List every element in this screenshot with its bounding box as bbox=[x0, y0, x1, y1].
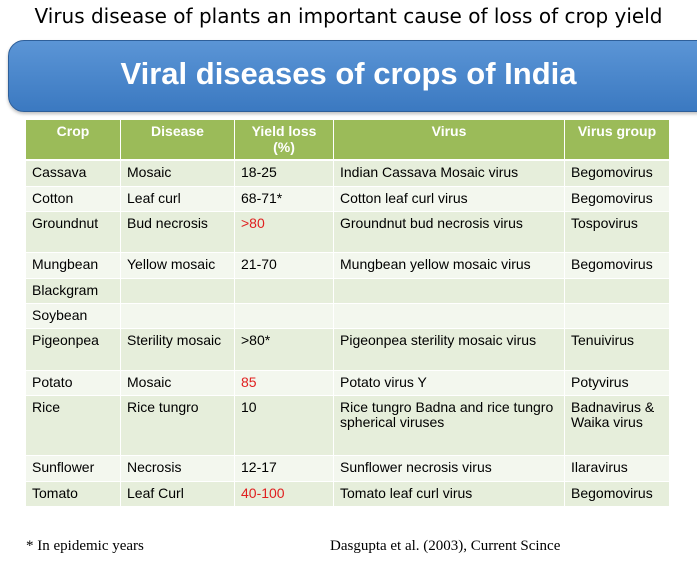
yield-loss-cell bbox=[235, 304, 334, 329]
crop-cell: Soybean bbox=[26, 304, 121, 329]
yield-loss-cell bbox=[235, 279, 334, 304]
yield-loss-cell: 40-100 bbox=[235, 482, 334, 507]
yield-loss-cell: 10 bbox=[235, 396, 334, 456]
crop-cell: Sunflower bbox=[26, 456, 121, 482]
virus-cell: Rice tungro Badna and rice tungro spheri… bbox=[334, 396, 565, 456]
column-header-virus: Virus bbox=[334, 120, 565, 161]
table-row: Groundnut Bud necrosis >80 Groundnut bud ne… bbox=[26, 212, 670, 253]
crop-cell: Pigeonpea bbox=[26, 329, 121, 371]
reference: Dasgupta et al. (2003), Current Scince bbox=[330, 538, 561, 554]
column-header-disease: Disease bbox=[121, 120, 235, 161]
crop-virus-table: Crop Disease Yield loss (%) Virus Virus … bbox=[26, 120, 670, 507]
yield-loss-cell: >80 bbox=[235, 212, 334, 253]
disease-cell: Mosaic bbox=[121, 161, 235, 187]
disease-cell bbox=[121, 279, 235, 304]
yield-loss-cell: 68-71* bbox=[235, 187, 334, 212]
crop-cell: Mungbean bbox=[26, 253, 121, 279]
virus-cell: Indian Cassava Mosaic virus bbox=[334, 161, 565, 187]
virus-group-cell: Ilaravirus bbox=[565, 456, 670, 482]
column-header-crop: Crop bbox=[26, 120, 121, 161]
disease-cell: Mosaic bbox=[121, 371, 235, 396]
crop-cell: Tomato bbox=[26, 482, 121, 507]
virus-group-cell: Begomovirus bbox=[565, 253, 670, 279]
virus-cell: Groundnut bud necrosis virus bbox=[334, 212, 565, 253]
disease-cell: Yellow mosaic bbox=[121, 253, 235, 279]
disease-cell: Sterility mosaic bbox=[121, 329, 235, 371]
virus-cell: Sunflower necrosis virus bbox=[334, 456, 565, 482]
virus-cell bbox=[334, 279, 565, 304]
title-banner bbox=[8, 40, 697, 112]
virus-group-cell: Begomovirus bbox=[565, 187, 670, 212]
table-row: Soybean bbox=[26, 304, 670, 329]
crop-cell: Blackgram bbox=[26, 279, 121, 304]
virus-cell: Mungbean yellow mosaic virus bbox=[334, 253, 565, 279]
virus-cell: Pigeonpea sterility mosaic virus bbox=[334, 329, 565, 371]
yield-loss-cell: 21-70 bbox=[235, 253, 334, 279]
virus-group-cell: Tenuivirus bbox=[565, 329, 670, 371]
disease-cell bbox=[121, 304, 235, 329]
disease-cell: Rice tungro bbox=[121, 396, 235, 456]
table-row: Sunflower Necrosis 12-17 Sunflower necrosis… bbox=[26, 456, 670, 482]
virus-group-cell: Badnavirus & Waika virus bbox=[565, 396, 670, 456]
page-title: Virus disease of plants an important cau… bbox=[34, 4, 663, 28]
table-row: Blackgram bbox=[26, 279, 670, 304]
virus-cell: Cotton leaf curl virus bbox=[334, 187, 565, 212]
virus-group-cell bbox=[565, 304, 670, 329]
disease-cell: Bud necrosis bbox=[121, 212, 235, 253]
table-row: Rice Rice tungro 10 Rice tungro Badna and r… bbox=[26, 396, 670, 456]
yield-loss-cell: >80* bbox=[235, 329, 334, 371]
virus-group-cell: Begomovirus bbox=[565, 482, 670, 507]
crop-cell: Cotton bbox=[26, 187, 121, 212]
disease-cell: Necrosis bbox=[121, 456, 235, 482]
column-header-yield-loss: Yield loss (%) bbox=[235, 120, 334, 161]
yield-loss-cell: 85 bbox=[235, 371, 334, 396]
crop-cell: Groundnut bbox=[26, 212, 121, 253]
table-body: Cassava Mosaic 18-25 Indian Cassava Mosaic … bbox=[26, 161, 670, 507]
virus-cell bbox=[334, 304, 565, 329]
column-header-virus-group: Virus group bbox=[565, 120, 670, 161]
disease-cell: Leaf Curl bbox=[121, 482, 235, 507]
crop-cell: Cassava bbox=[26, 161, 121, 187]
footnote: * In epidemic years bbox=[26, 538, 144, 554]
crop-cell: Rice bbox=[26, 396, 121, 456]
virus-cell: Tomato leaf curl virus bbox=[334, 482, 565, 507]
virus-group-cell: Potyvirus bbox=[565, 371, 670, 396]
table-row: Mungbean Yellow mosaic 21-70 Mungbean yello… bbox=[26, 253, 670, 279]
table-row: Pigeonpea Sterility mosaic >80* Pigeonpea s… bbox=[26, 329, 670, 371]
virus-cell: Potato virus Y bbox=[334, 371, 565, 396]
disease-cell: Leaf curl bbox=[121, 187, 235, 212]
table-row: Tomato Leaf Curl 40-100 Tomato leaf curl vi… bbox=[26, 482, 670, 507]
virus-group-cell bbox=[565, 279, 670, 304]
crop-cell: Potato bbox=[26, 371, 121, 396]
yield-loss-cell: 12-17 bbox=[235, 456, 334, 482]
table-row: Cassava Mosaic 18-25 Indian Cassava Mosaic … bbox=[26, 161, 670, 187]
virus-group-cell: Tospovirus bbox=[565, 212, 670, 253]
table-header-row: Crop Disease Yield loss (%) Virus Virus … bbox=[26, 120, 670, 161]
banner-title: Viral diseases of crops of India bbox=[120, 56, 577, 91]
table-row: Cotton Leaf curl 68-71* Cotton leaf curl vi… bbox=[26, 187, 670, 212]
yield-loss-cell: 18-25 bbox=[235, 161, 334, 187]
virus-group-cell: Begomovirus bbox=[565, 161, 670, 187]
table-row: Potato Mosaic 85 Potato virus Y Potyvirus bbox=[26, 371, 670, 396]
